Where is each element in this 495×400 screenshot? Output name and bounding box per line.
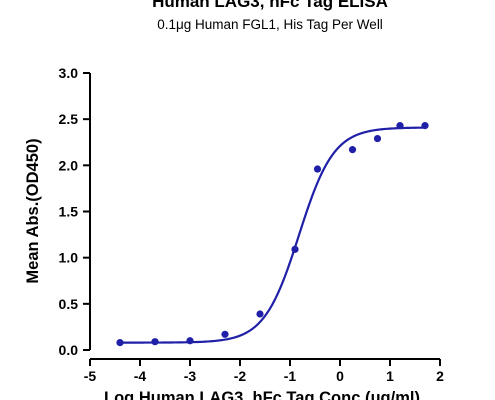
data-point [348,146,357,154]
data-point [221,330,229,338]
y-tick-label: 0.5 [59,296,79,312]
plot-area [116,122,429,347]
y-tick-label: 1.5 [59,204,79,220]
data-point [151,338,159,346]
x-tick-label: -2 [234,368,247,384]
y-tick-label: 3.0 [59,65,79,81]
x-tick-label: -5 [84,368,97,384]
x-tick-label: 1 [386,368,394,384]
y-tick-label: 2.5 [59,111,79,127]
fit-curve [120,126,426,344]
data-point [421,122,429,130]
data-point [313,165,322,173]
chart-subtitle: 0.1μg Human FGL1, His Tag Per Well [157,17,383,32]
data-point [396,122,404,130]
x-tick-label: -3 [184,368,197,384]
x-ticks: -5 -4 -3 -2 -1 0 1 2 [84,359,444,384]
x-tick-label: 0 [336,368,344,384]
data-point [291,245,299,253]
data-point [373,134,382,143]
y-ticks: 0.0 0.5 1.0 1.5 2.0 2.5 3.0 [59,65,90,358]
data-point [116,339,124,347]
x-tick-label: 2 [436,368,444,384]
chart-title: Human LAG3, hFc Tag ELISA [152,0,388,11]
x-tick-label: -1 [284,368,297,384]
data-point [186,337,194,345]
y-tick-label: 2.0 [59,157,79,173]
x-tick-label: -4 [134,368,147,384]
y-tick-label: 1.0 [59,250,79,266]
y-tick-label: 0.0 [59,342,79,358]
x-axis-title: Log Human LAG3, hFc Tag Conc.(μg/ml) [104,389,420,400]
data-point [256,310,264,318]
y-axis-title: Mean Abs.(OD450) [24,138,42,283]
